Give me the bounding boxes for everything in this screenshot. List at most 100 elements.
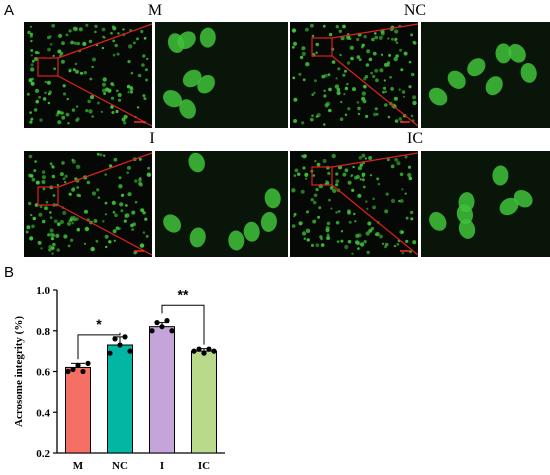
sperm-dot [401, 90, 406, 94]
panel-label-b: B [4, 264, 15, 281]
sperm-dot [326, 233, 330, 237]
sperm-dot [292, 41, 298, 46]
sperm-dot [103, 36, 106, 39]
y-axis-label: Acrosome integrity (%) [13, 316, 25, 427]
sperm-dot [131, 210, 136, 215]
sperm-head [163, 90, 182, 108]
sperm-dot [412, 240, 417, 245]
sperm-dot [116, 89, 119, 93]
sperm-dot [390, 87, 394, 91]
sperm-dot [305, 228, 311, 233]
sperm-dot [358, 156, 363, 160]
sperm-dot [412, 100, 417, 106]
sperm-dot [142, 54, 146, 58]
sperm-dot [34, 88, 40, 93]
sperm-dot [311, 34, 315, 38]
sperm-dot [301, 231, 307, 236]
sperm-dot [56, 110, 62, 115]
sperm-dot [310, 243, 315, 247]
sperm-dot [55, 233, 60, 238]
sperm-field-zoom [163, 27, 216, 119]
sperm-dot [336, 240, 340, 243]
sperm-dot [75, 164, 81, 169]
sperm-dot [49, 232, 54, 237]
sperm-dot [49, 162, 53, 165]
sperm-dot [322, 159, 327, 163]
sperm-dot [391, 37, 394, 41]
sperm-dot [138, 157, 142, 161]
sperm-dot [370, 71, 373, 75]
sperm-dot [140, 29, 144, 34]
sperm-dot [121, 117, 126, 122]
sperm-dot [96, 101, 100, 105]
sperm-dot [398, 88, 401, 91]
sperm-dot [84, 209, 88, 214]
sperm-dot [110, 31, 113, 35]
sperm-dot [335, 77, 338, 80]
zoom-line-bottom [57, 204, 153, 256]
sperm-dot [130, 71, 134, 75]
sperm-dot [336, 87, 341, 92]
sperm-dot [370, 226, 375, 231]
sperm-dot [344, 86, 349, 91]
sperm-dot [104, 213, 107, 216]
sperm-head [179, 99, 196, 119]
sperm-dot [70, 216, 74, 221]
sperm-dot [118, 184, 123, 189]
sperm-dot [126, 84, 131, 89]
sperm-dot [104, 201, 108, 205]
sperm-dot [365, 200, 368, 203]
sperm-dot [368, 156, 373, 160]
sperm-dot [60, 111, 64, 115]
sperm-dot [357, 247, 360, 250]
sperm-dot [57, 120, 62, 125]
sperm-head [513, 189, 533, 208]
data-point [149, 328, 155, 334]
sperm-dot [133, 41, 136, 45]
sperm-dot [145, 78, 148, 82]
sperm-dot [101, 82, 107, 87]
sperm-dot [146, 172, 152, 177]
panel-label-a: A [4, 2, 15, 19]
sperm-dot [394, 119, 399, 123]
sperm-dot [67, 221, 71, 226]
sperm-dot [357, 193, 362, 198]
micrograph-i [24, 151, 288, 257]
bar-i [149, 326, 175, 454]
sperm-dot [72, 26, 77, 31]
sperm-dot [134, 200, 138, 204]
sperm-dot [404, 192, 407, 195]
sperm-dot [60, 59, 65, 64]
sperm-dot [379, 68, 384, 73]
sperm-dot [62, 177, 66, 181]
sperm-dot [49, 35, 52, 38]
sperm-dot [38, 95, 41, 99]
sperm-dot [401, 188, 404, 191]
sperm-dot [396, 242, 400, 246]
sperm-dot [75, 118, 79, 123]
sperm-dot [372, 197, 375, 201]
sperm-dot [412, 95, 417, 100]
sperm-dot [65, 33, 69, 37]
panel-divider [418, 151, 421, 257]
sperm-dot [377, 182, 381, 186]
sperm-dot [394, 37, 398, 41]
sperm-dot [306, 210, 309, 214]
sperm-dot [114, 43, 118, 48]
sperm-dot [332, 188, 337, 193]
sperm-dot [88, 109, 93, 114]
sperm-dot [120, 193, 125, 197]
zoom-box [311, 166, 333, 186]
sperm-dot [71, 108, 76, 112]
sperm-dot [356, 37, 360, 42]
sperm-dot [408, 176, 413, 181]
sperm-dot [301, 51, 306, 56]
zoom-line-bottom [57, 75, 153, 127]
sperm-dot [363, 35, 367, 39]
panel-divider [152, 151, 155, 257]
sperm-dot [306, 238, 310, 242]
sperm-dot [365, 114, 369, 118]
sperm-dot [142, 231, 146, 234]
zoom-line-top [331, 152, 419, 168]
sperm-dot [51, 174, 56, 179]
